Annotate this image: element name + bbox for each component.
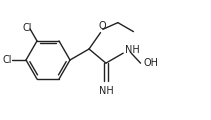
Text: NH: NH (99, 86, 113, 96)
Text: OH: OH (143, 58, 158, 68)
Text: O: O (99, 21, 106, 31)
Text: Cl: Cl (23, 23, 32, 33)
Text: NH: NH (125, 45, 140, 55)
Text: Cl: Cl (2, 55, 12, 65)
